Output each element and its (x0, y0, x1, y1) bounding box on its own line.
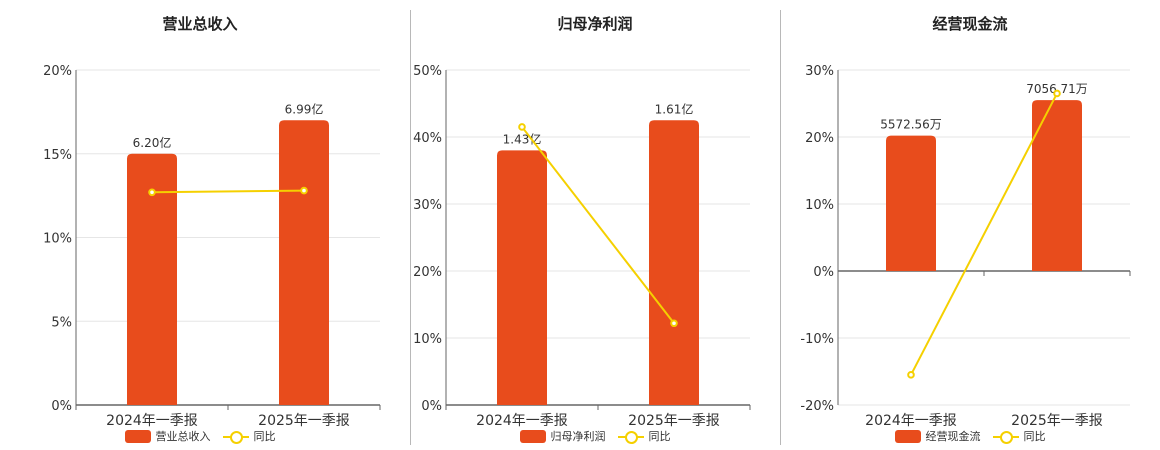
line-series-path (521, 126, 675, 324)
legend-bar-label: 营业总收入 (155, 430, 211, 443)
bar (886, 135, 936, 271)
line-point (670, 319, 678, 328)
line-point (148, 188, 156, 197)
y-tick-label: 20% (805, 131, 834, 146)
chart-title: 经营现金流 (932, 15, 1008, 33)
y-tick-label: 0% (813, 265, 834, 280)
panel-divider (780, 10, 781, 445)
cash-flow-chart-panel: 经营现金流 -20% -10% 0% 10% 20% 30% 5572.56万 7056.71… (780, 0, 1160, 450)
bar (497, 150, 547, 405)
legend-line-label: 同比 (648, 430, 671, 443)
bar (1032, 100, 1082, 272)
bar (127, 153, 177, 405)
legend-item-line[interactable]: 同比 (992, 428, 1046, 444)
line-point (907, 371, 915, 379)
legend-item-line[interactable]: 同比 (222, 428, 276, 444)
line-point (300, 186, 308, 195)
revenue-chart-svg: 0% 5% 10% 15% 20% 6.20亿 6.99亿 2024年一季报 2025年一季报 (43, 64, 381, 429)
legend-bar-label: 经营现金流 (925, 430, 981, 443)
x-tick-label: 2024年一季报 (106, 413, 198, 429)
y-tick-label: 0% (421, 399, 442, 414)
y-tick-label: -20% (800, 399, 834, 414)
y-tick-label: 0% (51, 399, 72, 414)
legend-item-bar[interactable]: 经营现金流 (894, 428, 981, 444)
y-tick-label: 40% (413, 131, 442, 146)
line-series-path (151, 189, 305, 194)
chart-title: 归母净利润 (557, 15, 633, 33)
legend-bar-swatch (519, 429, 546, 443)
x-tick-label: 2025年一季报 (258, 413, 350, 429)
chart-legend: 营业总收入 同比 (0, 428, 400, 444)
cash-flow-chart-svg: -20% -10% 0% 10% 20% 30% 5572.56万 7056.71万 2024年… (800, 64, 1131, 429)
line-series-path (910, 92, 1058, 376)
bar (649, 120, 699, 405)
net-profit-chart-panel: 归母净利润 0% 10% 20% 30% 40% 50% 1.43亿 1.61亿 2024年一季… (410, 0, 780, 450)
y-tick-label: 5% (51, 315, 72, 330)
y-tick-label: 10% (43, 232, 72, 247)
chart-legend: 归母净利润 同比 (410, 428, 780, 444)
bar-data-label: 7056.71万 (1026, 82, 1088, 96)
revenue-chart-panel: 营业总收入 0% 5% 10% 15% 20% 6.20亿 6.99亿 2024年一季报 202… (0, 0, 400, 450)
net-profit-chart-svg: 0% 10% 20% 30% 40% 50% 1.43亿 1.61亿 2024年一季报 2025年… (413, 64, 751, 429)
y-tick-label: 20% (413, 265, 442, 280)
legend-line-swatch (617, 430, 644, 444)
x-tick-label: 2024年一季报 (476, 413, 568, 429)
legend-bar-label: 归母净利润 (550, 430, 606, 443)
legend-item-line[interactable]: 同比 (617, 428, 671, 444)
legend-line-swatch (222, 430, 249, 444)
bar-data-label: 1.61亿 (655, 101, 694, 116)
chart-title: 营业总收入 (162, 15, 238, 33)
legend-line-label: 同比 (1023, 430, 1046, 443)
y-tick-label: 50% (413, 64, 442, 79)
x-tick-label: 2025年一季报 (628, 413, 720, 429)
line-point (518, 123, 526, 131)
y-tick-label: 15% (43, 148, 72, 163)
legend-line-swatch (992, 430, 1019, 444)
y-tick-label: 10% (805, 198, 834, 213)
bar-data-label: 5572.56万 (880, 118, 942, 132)
y-tick-label: 10% (413, 332, 442, 347)
panel-divider (410, 10, 411, 445)
line-point (1053, 89, 1061, 98)
legend-bar-swatch (124, 429, 151, 443)
bar-data-label: 6.99亿 (285, 101, 324, 116)
bar-data-label: 6.20亿 (133, 135, 172, 150)
y-tick-label: 20% (43, 64, 72, 79)
legend-bar-swatch (894, 429, 921, 443)
legend-item-bar[interactable]: 营业总收入 (124, 428, 211, 444)
x-tick-label: 2024年一季报 (865, 413, 957, 429)
y-tick-label: -10% (800, 332, 834, 347)
y-tick-label: 30% (805, 64, 834, 79)
legend-line-label: 同比 (253, 430, 276, 443)
bar (279, 120, 329, 405)
legend-item-bar[interactable]: 归母净利润 (519, 428, 606, 444)
x-tick-label: 2025年一季报 (1011, 413, 1103, 429)
bar-data-label: 1.43亿 (503, 131, 542, 146)
y-tick-label: 30% (413, 198, 442, 213)
chart-legend: 经营现金流 同比 (780, 428, 1160, 444)
